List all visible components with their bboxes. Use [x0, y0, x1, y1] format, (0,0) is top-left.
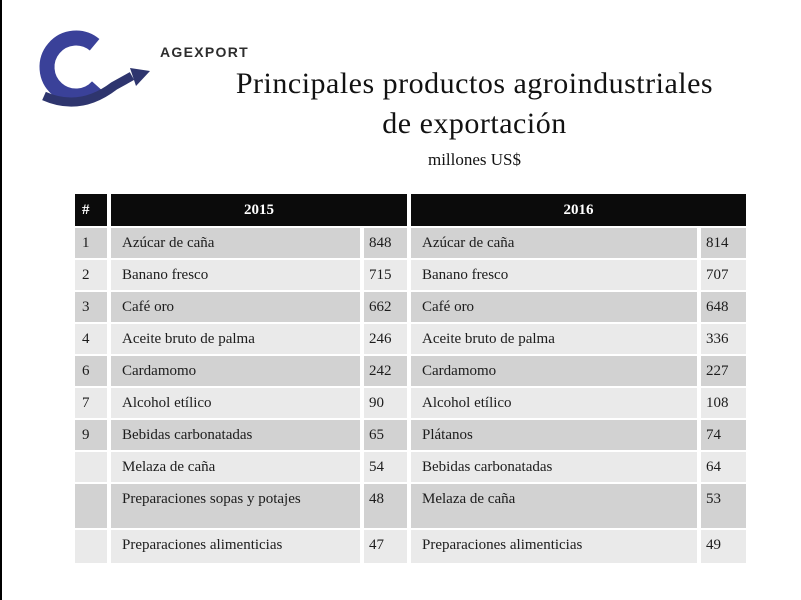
value-cell: 54 — [364, 452, 407, 482]
product-cell: Aceite bruto de palma — [411, 324, 697, 354]
brand-name: AGEXPORT — [160, 44, 249, 60]
agexport-logo-icon — [39, 30, 150, 107]
product-cell: Plátanos — [411, 420, 697, 450]
product-cell: Café oro — [111, 292, 360, 322]
column-header-2016: 2016 — [411, 194, 746, 226]
value-cell: 336 — [701, 324, 746, 354]
value-cell: 90 — [364, 388, 407, 418]
product-cell: Bebidas carbonatadas — [411, 452, 697, 482]
product-cell: Café oro — [411, 292, 697, 322]
product-cell: Alcohol etílico — [111, 388, 360, 418]
rank-cell: 6 — [75, 356, 107, 386]
title-subtitle: millones US$ — [427, 150, 522, 169]
product-cell: Alcohol etílico — [411, 388, 697, 418]
value-cell: 715 — [364, 260, 407, 290]
rank-cell — [75, 530, 107, 563]
logo-arrow-head — [130, 68, 150, 86]
column-header-2015: 2015 — [111, 194, 407, 226]
rank-cell: 7 — [75, 388, 107, 418]
export-products-table: # 2015 2016 1 Azúcar de caña 848 Azúcar de … — [75, 194, 746, 563]
column-header-rank: # — [75, 194, 107, 226]
value-cell: 246 — [364, 324, 407, 354]
rank-cell: 4 — [75, 324, 107, 354]
product-cell: Melaza de caña — [411, 484, 697, 528]
value-cell: 64 — [701, 452, 746, 482]
slide-title: Principales productos agroindustriales d… — [152, 64, 797, 170]
product-cell: Cardamomo — [111, 356, 360, 386]
value-cell: 227 — [701, 356, 746, 386]
product-cell: Preparaciones alimenticias — [111, 530, 360, 563]
product-cell: Banano fresco — [411, 260, 697, 290]
value-cell: 648 — [701, 292, 746, 322]
rank-cell: 2 — [75, 260, 107, 290]
value-cell: 65 — [364, 420, 407, 450]
value-cell: 662 — [364, 292, 407, 322]
rank-cell: 3 — [75, 292, 107, 322]
value-cell: 848 — [364, 228, 407, 258]
value-cell: 74 — [701, 420, 746, 450]
rank-cell: 9 — [75, 420, 107, 450]
rank-cell — [75, 484, 107, 528]
product-cell: Azúcar de caña — [411, 228, 697, 258]
product-cell: Banano fresco — [111, 260, 360, 290]
value-cell: 108 — [701, 388, 746, 418]
title-line-1: Principales productos agroindustriales — [235, 67, 714, 100]
logo-arrow-shaft — [42, 72, 135, 107]
product-cell: Preparaciones alimenticias — [411, 530, 697, 563]
rank-cell — [75, 452, 107, 482]
rank-cell: 1 — [75, 228, 107, 258]
value-cell: 49 — [701, 530, 746, 563]
value-cell: 814 — [701, 228, 746, 258]
logo-ring — [39, 30, 104, 104]
title-line-2: de exportación — [382, 107, 567, 140]
product-cell: Bebidas carbonatadas — [111, 420, 360, 450]
value-cell: 707 — [701, 260, 746, 290]
product-cell: Preparaciones sopas y potajes — [111, 484, 360, 528]
value-cell: 53 — [701, 484, 746, 528]
product-cell: Azúcar de caña — [111, 228, 360, 258]
product-cell: Melaza de caña — [111, 452, 360, 482]
value-cell: 47 — [364, 530, 407, 563]
value-cell: 48 — [364, 484, 407, 528]
value-cell: 242 — [364, 356, 407, 386]
product-cell: Aceite bruto de palma — [111, 324, 360, 354]
product-cell: Cardamomo — [411, 356, 697, 386]
